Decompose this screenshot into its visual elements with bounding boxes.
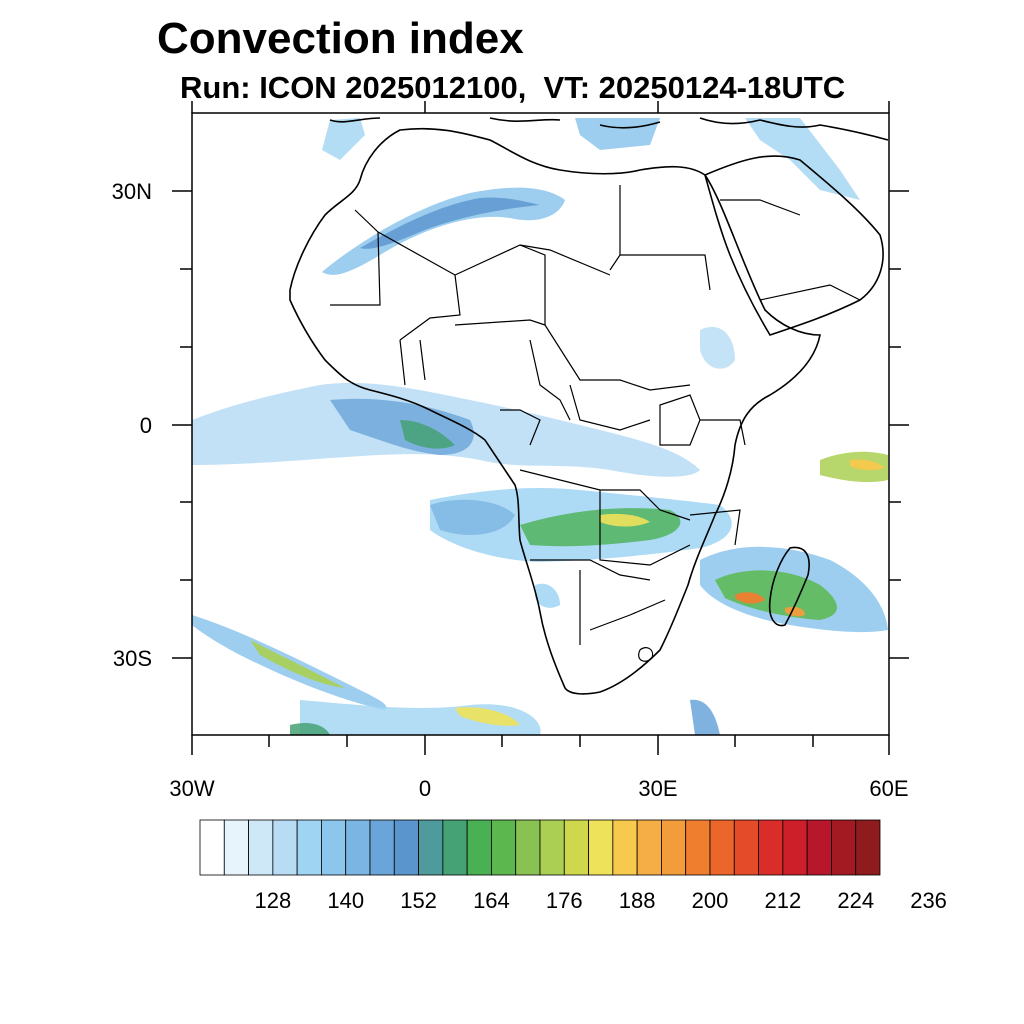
shade-sahara-band [322, 187, 565, 275]
colorbar-swatch [806, 819, 832, 876]
shade-namibia [535, 583, 560, 608]
colorbar-swatch [563, 819, 589, 876]
shade-sahara-band-core [360, 197, 540, 249]
latitude-ticks [172, 190, 909, 659]
europe-coast [329, 117, 889, 141]
colorbar-swatch [733, 819, 759, 876]
colorbar-tick-label: 164 [473, 888, 510, 913]
colorbar-swatch [539, 819, 565, 876]
convection-field [192, 118, 888, 735]
colorbar-swatch [272, 819, 298, 876]
colorbar-swatch [758, 819, 784, 876]
map-title: Convection index [157, 14, 524, 63]
colorbar-swatch [831, 819, 857, 876]
colorbar-swatch [515, 819, 541, 876]
colorbar-swatch [345, 819, 371, 876]
shade-madagascar-hot [735, 592, 765, 604]
colorbar-swatch [321, 819, 347, 876]
colorbar-swatch [466, 819, 492, 876]
colorbar-swatch [588, 819, 614, 876]
lon-label-30e: 30E [638, 776, 678, 801]
shade-southwest-green [290, 723, 330, 735]
colorbar-swatch [636, 819, 662, 876]
shade-south-atlantic-core [250, 640, 345, 688]
colorbar-tick-label: 224 [837, 888, 875, 913]
colorbar-swatch [369, 819, 395, 876]
colorbar-tick-label: 176 [545, 888, 583, 913]
colorbar-swatch [418, 819, 444, 876]
colorbar-swatch [685, 819, 711, 876]
shade-med-east [575, 118, 660, 150]
colorbar-swatch [248, 819, 274, 876]
lon-label-0: 0 [418, 776, 432, 801]
shade-indian-ocean-hot [850, 459, 885, 471]
colorbar-tick-label: 188 [618, 888, 656, 913]
colorbar-swatch [782, 819, 808, 876]
colorbar-swatch [442, 819, 468, 876]
colorbar-tick-label: 152 [400, 888, 437, 913]
colorbar-tick-label: 236 [910, 888, 947, 913]
colorbar-tick-label: 200 [691, 888, 729, 913]
colorbar-tick-label: 128 [254, 888, 292, 913]
africa-outline [289, 127, 821, 695]
shade-south-east [690, 699, 720, 735]
lat-label-0: 0 [139, 413, 152, 438]
colorbar-swatch [709, 819, 735, 876]
colorbar-swatch [491, 819, 517, 876]
colorbar-swatch [855, 819, 881, 876]
colorbar-swatch [296, 819, 322, 876]
lat-label-30s: 30S [112, 646, 152, 671]
colorbar [199, 819, 881, 876]
colorbar-swatch [661, 819, 687, 876]
shade-southern-yellow [600, 513, 650, 527]
shade-med-west [322, 118, 365, 160]
shade-madagascar-core [715, 570, 837, 620]
lon-label-30w: 30W [169, 776, 215, 801]
country-borders [330, 185, 861, 662]
colorbar-swatch [199, 819, 225, 876]
shade-atlantic-mid [430, 499, 515, 535]
map-subtitle: Run: ICON 2025012100, VT: 20250124-18UTC [180, 70, 846, 105]
longitude-ticks [191, 101, 890, 755]
madagascar [768, 546, 810, 627]
colorbar-tick-label: 140 [327, 888, 365, 913]
shade-mideast [745, 118, 860, 200]
colorbar-swatch [393, 819, 419, 876]
shade-east-africa [700, 326, 735, 369]
lat-label-30n: 30N [111, 179, 152, 204]
colorbar-tick-label: 212 [764, 888, 802, 913]
colorbar-swatch [223, 819, 249, 876]
shade-equatorial-green [400, 420, 455, 449]
shade-south-atlantic-yellow [455, 707, 520, 726]
lon-label-60e: 60E [869, 776, 909, 801]
arabia [704, 155, 884, 336]
coastlines [289, 117, 889, 695]
colorbar-swatch [612, 819, 638, 876]
map-frame [191, 112, 890, 736]
